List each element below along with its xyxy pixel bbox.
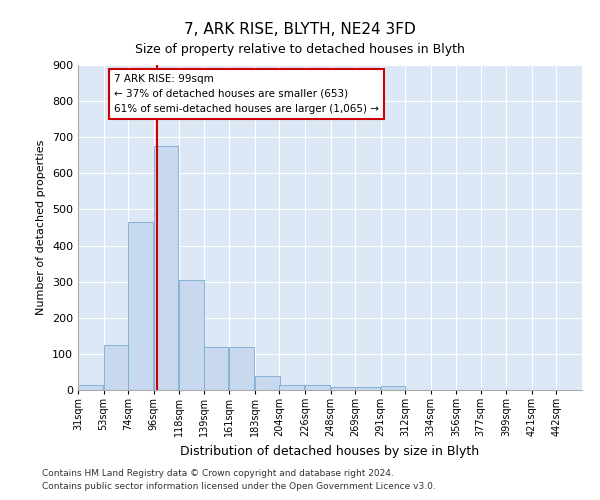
Text: Contains public sector information licensed under the Open Government Licence v3: Contains public sector information licen… (42, 482, 436, 491)
Bar (104, 345, 128, 390)
X-axis label: Distribution of detached houses by size in Blyth: Distribution of detached houses by size … (181, 444, 479, 458)
Text: 7, ARK RISE, BLYTH, NE24 3FD: 7, ARK RISE, BLYTH, NE24 3FD (184, 22, 416, 38)
Bar (179, 280, 204, 390)
Bar (128, 222, 153, 390)
Text: 7 ARK RISE: 99sqm
← 37% of detached houses are smaller (653)
61% of semi-detache: 7 ARK RISE: 99sqm ← 37% of detached hous… (114, 74, 379, 114)
Y-axis label: Number of detached properties: Number of detached properties (37, 140, 46, 315)
Bar (305, 386, 329, 390)
Bar (331, 387, 355, 390)
Bar (280, 386, 304, 390)
Bar (154, 146, 178, 390)
Bar (78, 384, 103, 390)
Text: Size of property relative to detached houses in Blyth: Size of property relative to detached ho… (135, 42, 465, 56)
Bar (229, 346, 254, 390)
Text: Contains HM Land Registry data © Crown copyright and database right 2024.: Contains HM Land Registry data © Crown c… (42, 468, 394, 477)
Bar (355, 387, 380, 390)
Bar (255, 376, 280, 390)
Bar (204, 346, 229, 390)
Bar (380, 386, 406, 390)
